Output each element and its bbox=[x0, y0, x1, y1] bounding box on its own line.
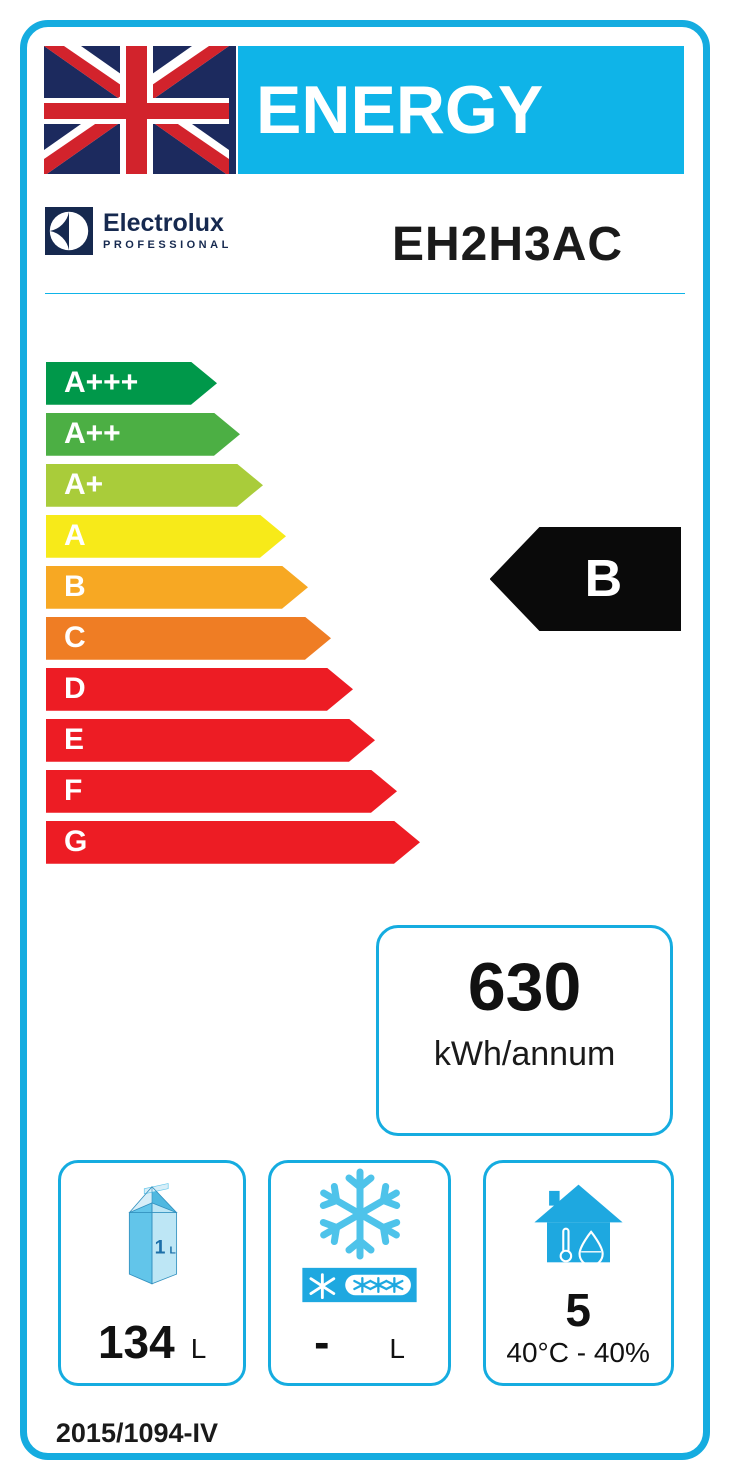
svg-text:1: 1 bbox=[155, 1237, 166, 1259]
svg-text:L: L bbox=[170, 1246, 176, 1257]
